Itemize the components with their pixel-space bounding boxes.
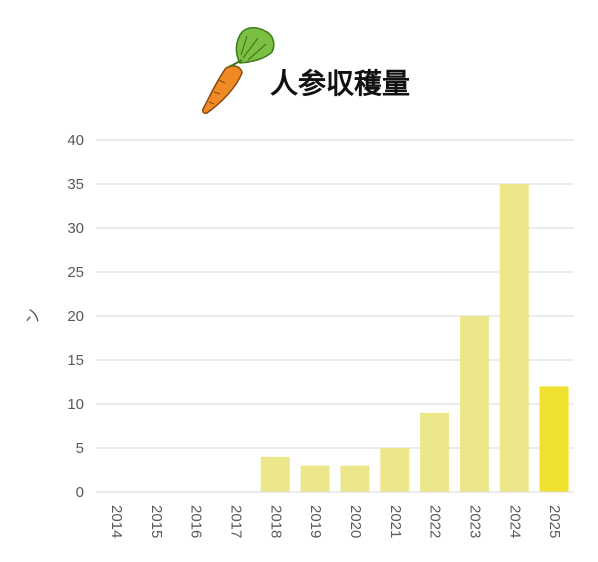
x-tick-label: 2017 xyxy=(227,505,244,538)
x-tick-label: 2015 xyxy=(148,505,165,538)
x-tick-label: 2019 xyxy=(307,505,324,538)
bar-2021 xyxy=(380,448,410,492)
y-tick-label: 30 xyxy=(67,220,84,237)
bar-2018 xyxy=(260,456,290,492)
y-axis-ticks: 0 5 10 15 20 25 30 35 40 xyxy=(67,132,84,501)
bars xyxy=(260,184,569,492)
x-tick-label: 2018 xyxy=(267,505,284,538)
y-tick-label: 40 xyxy=(67,132,84,149)
bar-2020 xyxy=(340,465,370,492)
x-tick-label: 2025 xyxy=(546,505,563,538)
x-tick-label: 2016 xyxy=(188,505,205,538)
y-tick-label: 25 xyxy=(67,264,84,281)
x-tick-label: 2021 xyxy=(387,505,404,538)
x-tick-label: 2023 xyxy=(466,505,483,538)
y-tick-label: 20 xyxy=(67,308,84,325)
x-tick-label: 2022 xyxy=(427,505,444,538)
bar-2023 xyxy=(459,316,489,492)
bar-2022 xyxy=(420,412,450,492)
chart-title: 人参収穫量 xyxy=(270,67,410,100)
bar-2025 xyxy=(539,386,569,492)
x-axis-ticks: 2014 2015 2016 2017 2018 2019 2020 2021 2022 2023… xyxy=(108,505,563,538)
y-tick-label: 35 xyxy=(67,176,84,193)
x-tick-label: 2014 xyxy=(108,505,125,538)
y-tick-label: 5 xyxy=(76,440,84,457)
bar-2019 xyxy=(300,465,330,492)
bar-2024 xyxy=(499,184,529,492)
gridlines xyxy=(96,139,574,449)
x-tick-label: 2020 xyxy=(347,505,364,538)
carrot-icon xyxy=(202,27,275,114)
x-tick-label: 2024 xyxy=(506,505,523,538)
y-tick-label: 10 xyxy=(67,396,84,413)
y-tick-label: 0 xyxy=(76,484,84,501)
y-axis-label: ン xyxy=(23,308,42,324)
y-tick-label: 15 xyxy=(67,352,84,369)
